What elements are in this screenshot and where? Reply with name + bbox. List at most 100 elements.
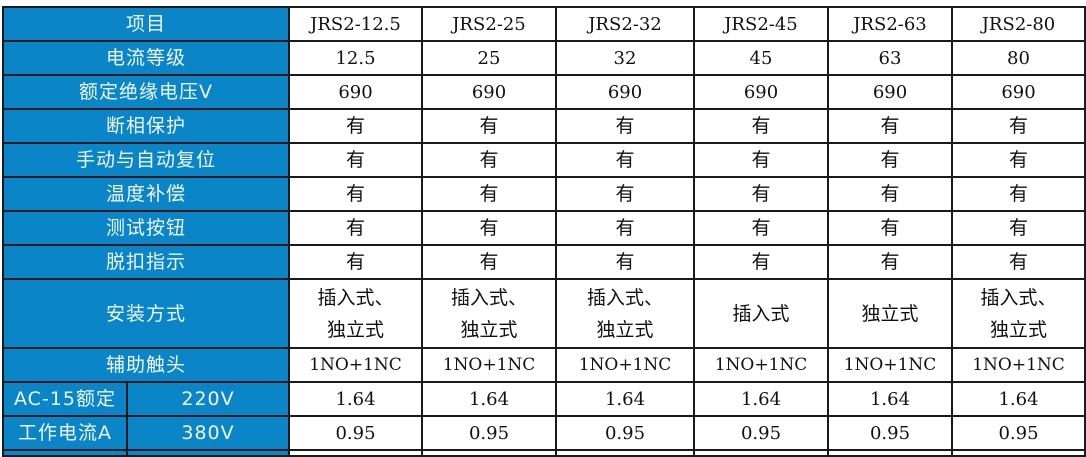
ac15-value: 0.95	[827, 415, 953, 451]
row-value: 有	[288, 210, 423, 246]
table-row: 断相保护有有有有有有	[2, 108, 1086, 144]
row-value: 690	[693, 74, 829, 110]
row-value: 有	[951, 108, 1086, 144]
install-value: 插入式、 独立式	[288, 278, 423, 349]
row-value: 有	[951, 142, 1086, 178]
ac15-label: 工作电流A	[2, 415, 128, 451]
aux-row: 辅助触头 1NO+1NC 1NO+1NC 1NO+1NC 1NO+1NC 1NO+1NC 1…	[2, 347, 1086, 383]
row-value: 有	[951, 210, 1086, 246]
row-value: 63	[827, 40, 953, 76]
install-value: 插入式、 独立式	[421, 278, 557, 349]
aux-value: 1NO+1NC	[288, 347, 423, 383]
ac15-row: 工作电流A 380V 0.95 0.95 0.95 0.95 0.95 0.95	[2, 415, 1086, 451]
install-label: 安装方式	[2, 278, 290, 349]
row-value: 690	[951, 74, 1086, 110]
install-value: 独立式	[827, 278, 953, 349]
model-header: JRS2-12.5	[288, 6, 423, 42]
ac15-value: 0.95	[421, 415, 557, 451]
row-value: 有	[951, 244, 1086, 280]
aux-label: 辅助触头	[2, 347, 290, 383]
row-value: 有	[951, 176, 1086, 212]
row-value: 有	[555, 244, 695, 280]
row-value: 有	[421, 210, 557, 246]
partial-cell	[693, 449, 829, 457]
row-value: 80	[951, 40, 1086, 76]
row-value: 有	[288, 142, 423, 178]
partial-cell	[951, 449, 1086, 457]
row-value: 25	[421, 40, 557, 76]
row-value: 12.5	[288, 40, 423, 76]
ac15-value: 1.64	[288, 381, 423, 417]
row-label: 手动与自动复位	[2, 142, 290, 178]
table-row: 测试按钮有有有有有有	[2, 210, 1086, 246]
table-row: 脱扣指示有有有有有有	[2, 244, 1086, 280]
row-value: 有	[827, 176, 953, 212]
row-value: 690	[288, 74, 423, 110]
row-value: 有	[421, 142, 557, 178]
row-value: 690	[827, 74, 953, 110]
row-label: 断相保护	[2, 108, 290, 144]
model-header: JRS2-63	[827, 6, 953, 42]
row-value: 有	[555, 108, 695, 144]
row-value: 有	[693, 210, 829, 246]
ac15-label: AC-15额定	[2, 381, 128, 417]
row-value: 有	[288, 176, 423, 212]
model-header: JRS2-80	[951, 6, 1086, 42]
spec-table: 项目 JRS2-12.5 JRS2-25 JRS2-32 JRS2-45 JRS2-63 J…	[2, 6, 1086, 457]
ac15-value: 1.64	[951, 381, 1086, 417]
partial-cell	[555, 449, 695, 457]
ac15-voltage: 220V	[126, 381, 290, 417]
aux-value: 1NO+1NC	[693, 347, 829, 383]
partial-row	[2, 449, 1086, 457]
ac15-row: AC-15额定 220V 1.64 1.64 1.64 1.64 1.64 1.64	[2, 381, 1086, 417]
partial-cell	[421, 449, 557, 457]
row-value: 有	[827, 142, 953, 178]
ac15-value: 0.95	[555, 415, 695, 451]
install-value: 插入式、 独立式	[951, 278, 1086, 349]
ac15-voltage: 380V	[126, 415, 290, 451]
table-row: 额定绝缘电压V 690 690 690 690 690 690	[2, 74, 1086, 110]
row-value: 有	[693, 244, 829, 280]
row-value: 有	[827, 108, 953, 144]
partial-cell	[288, 449, 423, 457]
row-value: 有	[693, 176, 829, 212]
aux-value: 1NO+1NC	[555, 347, 695, 383]
header-row: 项目 JRS2-12.5 JRS2-25 JRS2-32 JRS2-45 JRS2-63 J…	[2, 6, 1086, 42]
row-label: 脱扣指示	[2, 244, 290, 280]
row-label: 电流等级	[2, 40, 290, 76]
row-value: 有	[555, 176, 695, 212]
ac15-value: 1.64	[555, 381, 695, 417]
partial-cell	[2, 449, 128, 457]
row-value: 有	[555, 210, 695, 246]
row-label: 温度补偿	[2, 176, 290, 212]
row-value: 有	[288, 244, 423, 280]
ac15-value: 1.64	[827, 381, 953, 417]
partial-cell	[827, 449, 953, 457]
row-label: 测试按钮	[2, 210, 290, 246]
row-value: 有	[827, 244, 953, 280]
ac15-value: 0.95	[693, 415, 829, 451]
table-row: 电流等级 12.5 25 32 45 63 80	[2, 40, 1086, 76]
model-header: JRS2-45	[693, 6, 829, 42]
ac15-value: 0.95	[951, 415, 1086, 451]
row-value: 有	[693, 108, 829, 144]
table-row: 手动与自动复位有有有有有有	[2, 142, 1086, 178]
install-row: 安装方式 插入式、 独立式 插入式、 独立式 插入式、 独立式 插入式 独立式 插入式、 独…	[2, 278, 1086, 349]
ac15-value: 1.64	[421, 381, 557, 417]
row-value: 45	[693, 40, 829, 76]
aux-value: 1NO+1NC	[421, 347, 557, 383]
row-value: 690	[421, 74, 557, 110]
ac15-value: 0.95	[288, 415, 423, 451]
row-value: 有	[421, 108, 557, 144]
ac15-value: 1.64	[693, 381, 829, 417]
row-value: 有	[421, 244, 557, 280]
row-value: 32	[555, 40, 695, 76]
row-value: 690	[555, 74, 695, 110]
aux-value: 1NO+1NC	[827, 347, 953, 383]
row-value: 有	[693, 142, 829, 178]
aux-value: 1NO+1NC	[951, 347, 1086, 383]
install-value: 插入式、 独立式	[555, 278, 695, 349]
model-header: JRS2-25	[421, 6, 557, 42]
row-value: 有	[421, 176, 557, 212]
model-header: JRS2-32	[555, 6, 695, 42]
